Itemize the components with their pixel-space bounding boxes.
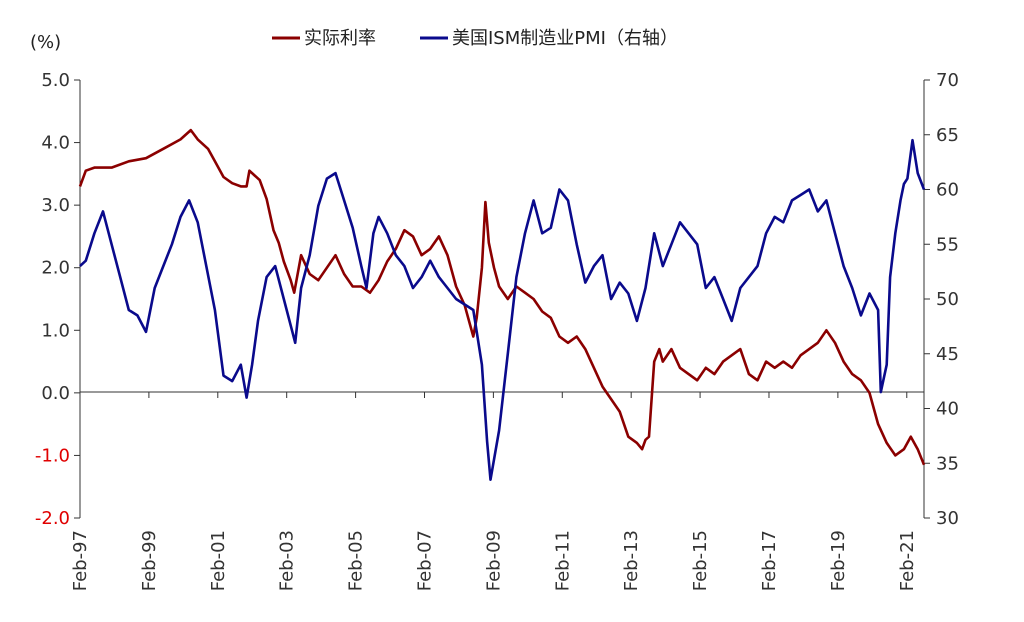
left-tick-label: 1.0: [41, 320, 70, 341]
left-tick-label: -1.0: [35, 445, 70, 466]
left-axis-unit: (%): [30, 32, 61, 53]
right-tick-label: 65: [936, 125, 959, 146]
series-layer: [78, 128, 926, 481]
series-line-pmi: [79, 138, 926, 481]
x-tick-label: Feb-21: [897, 530, 918, 591]
right-tick-label: 45: [936, 344, 959, 365]
x-tick-label: Feb-01: [208, 530, 229, 591]
left-tick-label: 0.0: [41, 383, 70, 404]
right-tick-label: 35: [936, 453, 959, 474]
right-tick-label: 40: [936, 399, 959, 420]
x-tick-label: Feb-03: [277, 530, 298, 591]
x-tick-label: Feb-09: [483, 530, 504, 591]
x-tick-label: Feb-07: [414, 530, 435, 591]
right-tick-label: 55: [936, 234, 959, 255]
x-tick-label: Feb-13: [621, 530, 642, 591]
x-tick-label: Feb-11: [552, 530, 573, 591]
right-tick-label: 50: [936, 289, 959, 310]
series-line-real-rate: [78, 128, 926, 466]
x-axis-ticks: Feb-97 Feb-99 Feb-01 Feb-03 Feb-05 Feb-07 Feb-…: [70, 392, 918, 591]
right-tick-label: 30: [936, 508, 959, 529]
left-tick-label: 3.0: [41, 195, 70, 216]
x-tick-label: Feb-15: [690, 530, 711, 591]
legend-label-real-rate: 实际利率: [304, 28, 376, 49]
left-tick-label: 2.0: [41, 258, 70, 279]
right-axis-ticks: 70 65 60 55 50 45 40 35 30: [924, 70, 959, 529]
left-tick-label: -2.0: [35, 508, 70, 529]
left-tick-label: 4.0: [41, 133, 70, 154]
right-tick-label: 60: [936, 180, 959, 201]
x-tick-label: Feb-19: [828, 530, 849, 591]
right-tick-label: 70: [936, 70, 959, 91]
left-axis-ticks: 5.0 4.0 3.0 2.0 1.0 0.0 -1.0 -2.0: [35, 70, 80, 529]
legend: 实际利率 美国ISM制造业PMI（右轴）: [272, 28, 678, 49]
x-tick-label: Feb-05: [346, 530, 367, 591]
x-tick-label: Feb-99: [139, 530, 160, 591]
x-tick-label: Feb-97: [70, 530, 91, 591]
left-tick-label: 5.0: [41, 70, 70, 91]
legend-label-pmi: 美国ISM制造业PMI（右轴）: [452, 28, 678, 49]
x-tick-label: Feb-17: [759, 530, 780, 591]
